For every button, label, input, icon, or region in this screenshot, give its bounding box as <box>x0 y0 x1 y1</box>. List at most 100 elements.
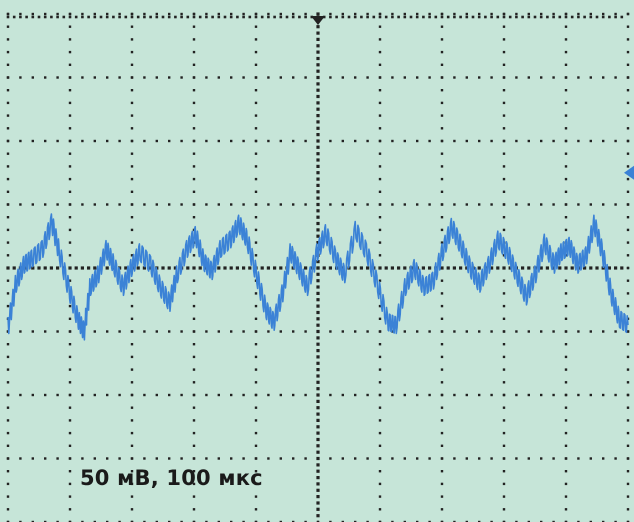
center-axis-tick <box>316 355 320 359</box>
grid-dot <box>254 38 258 41</box>
grid-dot <box>68 89 72 92</box>
center-axis-tick <box>316 482 320 486</box>
grid-dot <box>490 139 493 143</box>
grid-dot <box>440 101 444 105</box>
grid-dot <box>440 292 444 295</box>
center-axis-tick <box>316 425 320 429</box>
grid-dot <box>155 139 158 143</box>
grid-dot <box>527 457 530 460</box>
edge-tick <box>329 15 332 19</box>
grid-dot <box>130 419 134 422</box>
grid-dot <box>118 76 121 79</box>
grid-dot <box>68 12 72 16</box>
grid-dot <box>292 139 295 143</box>
edge-tick <box>68 15 72 19</box>
grid-dot <box>106 139 109 143</box>
grid-dot <box>254 457 258 460</box>
grid-dot <box>440 419 444 422</box>
grid-dot <box>564 63 568 66</box>
grid-dot <box>6 12 10 16</box>
grid-dot <box>502 127 506 130</box>
grid-dot <box>626 495 630 498</box>
grid-dot <box>192 76 196 79</box>
grid-dot <box>279 520 282 522</box>
grid-dot <box>68 279 72 282</box>
grid-dot <box>205 203 208 206</box>
grid-dot <box>366 12 369 16</box>
grid-dot <box>378 368 382 371</box>
grid-dot <box>180 520 183 522</box>
grid-dot <box>502 431 506 435</box>
grid-dot <box>192 89 196 92</box>
grid-dot <box>316 520 320 522</box>
grid-dot <box>378 330 382 333</box>
center-axis-tick <box>589 266 593 270</box>
grid-dot <box>626 190 630 193</box>
grid-dot <box>130 330 134 333</box>
center-axis-tick <box>316 374 320 378</box>
edge-tick <box>440 15 444 19</box>
grid-dot <box>205 76 208 79</box>
grid-dot <box>68 495 72 498</box>
grid-dot <box>577 457 580 460</box>
grid-dot <box>552 12 555 16</box>
center-axis-tick <box>316 190 320 194</box>
grid-dot <box>130 89 134 92</box>
grid-dot <box>68 393 72 397</box>
grid-dot <box>118 457 121 460</box>
grid-dot <box>192 114 196 117</box>
center-axis-tick <box>328 266 332 270</box>
grid-dot <box>6 190 10 193</box>
grid-dot <box>6 292 10 295</box>
grid-dot <box>354 520 357 522</box>
grid-dot <box>416 330 419 333</box>
edge-tick <box>37 15 41 19</box>
grid-dot <box>68 177 72 181</box>
center-axis-tick <box>490 266 494 270</box>
grid-dot <box>378 216 382 219</box>
grid-dot <box>502 279 506 282</box>
grid-dot <box>230 520 233 522</box>
grid-dot <box>180 139 183 143</box>
grid-dot <box>292 393 295 397</box>
grid-dot <box>354 393 357 397</box>
grid-dot <box>254 190 258 193</box>
grid-dot <box>626 266 630 270</box>
center-axis-tick <box>316 368 320 372</box>
grid-dot <box>230 203 233 206</box>
grid-dot <box>168 139 171 143</box>
grid-dot <box>68 216 72 219</box>
grid-dot <box>354 139 357 143</box>
grid-dot <box>267 12 270 16</box>
grid-dot <box>180 76 183 79</box>
edge-tick <box>589 15 593 19</box>
grid-dot <box>391 76 394 79</box>
grid-dot <box>44 520 47 522</box>
grid-dot <box>267 457 270 460</box>
grid-dot <box>564 101 568 105</box>
grid-dot <box>6 63 10 66</box>
grid-dot <box>602 12 605 16</box>
center-axis-tick <box>316 221 320 226</box>
grid-dot <box>6 228 10 232</box>
grid-dot <box>68 139 72 143</box>
edge-tick <box>403 15 407 19</box>
edge-tick <box>149 15 152 19</box>
grid-dot <box>378 101 382 105</box>
grid-dot <box>416 76 419 79</box>
grid-dot <box>254 76 258 79</box>
grid-dot <box>626 241 630 244</box>
grid-dot <box>19 520 22 522</box>
edge-tick <box>31 15 35 19</box>
grid-dot <box>552 76 555 79</box>
grid-dot <box>626 114 630 117</box>
grid-dot <box>378 431 382 435</box>
grid-dot <box>366 76 369 79</box>
center-axis-tick <box>316 266 320 270</box>
grid-dot <box>192 152 196 155</box>
grid-dot <box>378 241 382 244</box>
grid-dot <box>106 203 109 206</box>
grid-dot <box>230 139 233 143</box>
grid-dot <box>564 114 568 117</box>
